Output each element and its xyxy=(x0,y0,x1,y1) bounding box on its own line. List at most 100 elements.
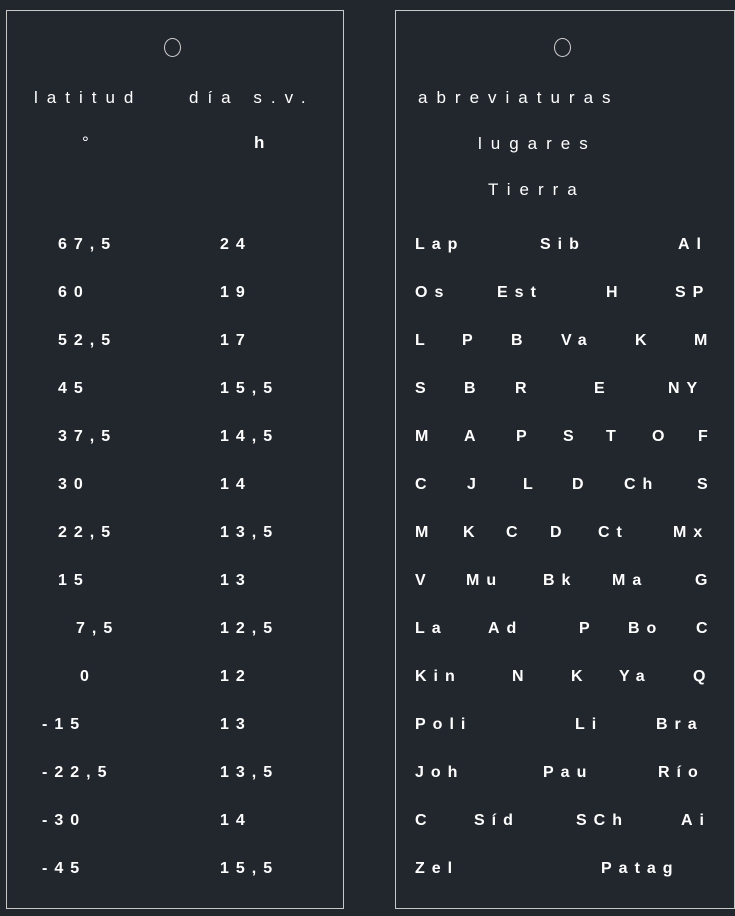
place-abbreviation: Ma xyxy=(612,572,649,589)
place-abbreviation: C xyxy=(696,620,715,637)
latitude-header: latitud xyxy=(34,88,143,107)
place-abbreviation: K xyxy=(463,524,482,541)
place-abbreviation: M xyxy=(694,332,715,349)
day-length-value: 13,5 xyxy=(220,524,280,541)
place-abbreviation: P xyxy=(579,620,597,637)
place-abbreviation: K xyxy=(571,668,590,685)
place-abbreviation: Patag xyxy=(601,860,680,877)
place-abbreviation: R xyxy=(515,380,534,397)
place-abbreviation: Bo xyxy=(628,620,664,637)
place-abbreviation: A xyxy=(464,428,483,445)
day-length-value: 24 xyxy=(220,236,252,253)
place-abbreviation: Pau xyxy=(543,764,594,781)
day-length-unit: h xyxy=(254,133,274,152)
place-abbreviation: C xyxy=(506,524,525,541)
place-abbreviation: Lap xyxy=(415,236,465,253)
hole-circle-icon xyxy=(164,38,181,57)
place-abbreviation: Kin xyxy=(415,668,462,685)
day-length-value: 14,5 xyxy=(220,428,280,445)
place-abbreviation: Bra xyxy=(656,716,704,733)
place-abbreviation: SCh xyxy=(576,812,629,829)
day-length-value: 17 xyxy=(220,332,252,349)
day-length-value: 13 xyxy=(220,716,252,733)
place-abbreviation: C xyxy=(415,812,434,829)
hole-circle-icon xyxy=(554,38,571,57)
latitude-value: 30 xyxy=(58,476,90,493)
latitude-value: -15 xyxy=(42,716,87,733)
day-length-value: 13,5 xyxy=(220,764,280,781)
place-abbreviation: NY xyxy=(668,380,705,397)
place-abbreviation: O xyxy=(652,428,672,445)
place-abbreviation: Joh xyxy=(415,764,465,781)
place-abbreviation: B xyxy=(511,332,530,349)
place-abbreviation: S xyxy=(563,428,581,445)
place-abbreviation: F xyxy=(698,428,715,445)
place-abbreviation: Río xyxy=(658,764,705,781)
place-abbreviation: K xyxy=(635,332,654,349)
place-abbreviation: P xyxy=(516,428,534,445)
place-abbreviation: S xyxy=(415,380,433,397)
place-abbreviation: H xyxy=(606,284,625,301)
latitude-value: 22,5 xyxy=(58,524,118,541)
day-length-value: 12,5 xyxy=(220,620,280,637)
abbreviations-title: abreviaturas xyxy=(418,88,620,107)
place-abbreviation: Zel xyxy=(415,860,460,877)
place-abbreviation: N xyxy=(512,668,531,685)
latitude-value: 15 xyxy=(58,572,90,589)
place-abbreviation: L xyxy=(415,332,432,349)
place-abbreviation: Ct xyxy=(598,524,629,541)
places-title: lugares xyxy=(478,134,597,153)
place-abbreviation: Li xyxy=(575,716,604,733)
place-abbreviation: Q xyxy=(693,668,713,685)
place-abbreviation: Al xyxy=(678,236,708,253)
latitude-value: 7,5 xyxy=(76,620,120,637)
latitude-value: 37,5 xyxy=(58,428,118,445)
latitude-unit: ° xyxy=(82,133,98,152)
latitude-value: -22,5 xyxy=(42,764,114,781)
place-abbreviation: Va xyxy=(561,332,594,349)
place-abbreviation: Síd xyxy=(474,812,520,829)
place-abbreviation: Ch xyxy=(624,476,660,493)
day-length-value: 14 xyxy=(220,812,252,829)
place-abbreviation: M xyxy=(415,428,436,445)
place-abbreviation: G xyxy=(695,572,715,589)
latitude-value: 0 xyxy=(80,668,96,685)
place-abbreviation: D xyxy=(572,476,591,493)
place-abbreviation: E xyxy=(594,380,612,397)
earth-title: Tierra xyxy=(488,180,586,199)
day-length-header: día s.v. xyxy=(189,88,315,107)
day-length-value: 15,5 xyxy=(220,380,280,397)
place-abbreviation: Mx xyxy=(673,524,710,541)
place-abbreviation: J xyxy=(467,476,483,493)
place-abbreviation: Est xyxy=(497,284,543,301)
day-length-value: 14 xyxy=(220,476,252,493)
place-abbreviation: L xyxy=(523,476,540,493)
day-length-value: 13 xyxy=(220,572,252,589)
latitude-value: 60 xyxy=(58,284,90,301)
place-abbreviation: V xyxy=(415,572,433,589)
place-abbreviation: Ad xyxy=(488,620,524,637)
day-length-value: 15,5 xyxy=(220,860,280,877)
place-abbreviation: Bk xyxy=(543,572,578,589)
place-abbreviation: Ya xyxy=(619,668,652,685)
place-abbreviation: SP xyxy=(675,284,711,301)
place-abbreviation: Os xyxy=(415,284,451,301)
place-abbreviation: Ai xyxy=(681,812,711,829)
place-abbreviation: M xyxy=(415,524,436,541)
place-abbreviation: T xyxy=(606,428,623,445)
place-abbreviation: B xyxy=(464,380,483,397)
place-abbreviation: Poli xyxy=(415,716,473,733)
latitude-card xyxy=(6,10,344,909)
latitude-value: 67,5 xyxy=(58,236,118,253)
place-abbreviation: Sib xyxy=(540,236,586,253)
day-length-value: 12 xyxy=(220,668,252,685)
place-abbreviation: Mu xyxy=(466,572,504,589)
latitude-value: -45 xyxy=(42,860,87,877)
latitude-value: -30 xyxy=(42,812,87,829)
place-abbreviation: S xyxy=(697,476,715,493)
day-length-value: 19 xyxy=(220,284,252,301)
place-abbreviation: La xyxy=(415,620,448,637)
latitude-value: 52,5 xyxy=(58,332,118,349)
place-abbreviation: P xyxy=(462,332,480,349)
place-abbreviation: D xyxy=(550,524,569,541)
